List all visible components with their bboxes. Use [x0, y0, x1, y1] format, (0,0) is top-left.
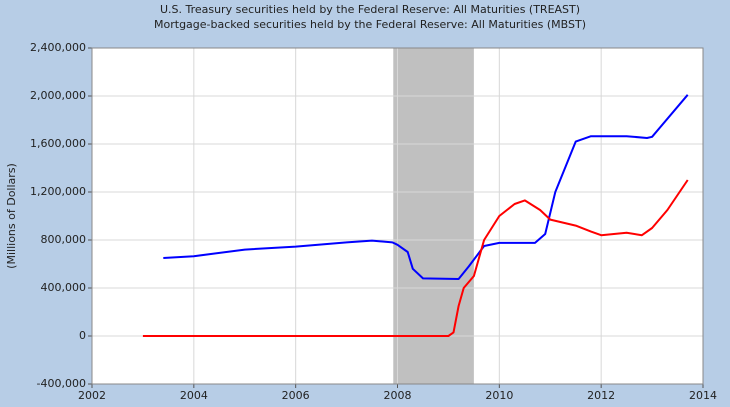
y-axis-label: (Millions of Dollars) — [5, 163, 18, 269]
y-tick-label: 1,600,000 — [30, 137, 86, 150]
y-tick-label: -400,000 — [37, 377, 86, 390]
y-tick-label: 0 — [79, 329, 86, 342]
x-tick-label: 2010 — [485, 389, 513, 402]
x-tick-label: 2008 — [384, 389, 412, 402]
x-tick-label: 2004 — [180, 389, 208, 402]
chart-title: U.S. Treasury securities held by the Fed… — [160, 3, 580, 16]
x-tick-label: 2014 — [689, 389, 717, 402]
series-line — [142, 179, 689, 337]
y-tick-label: 800,000 — [41, 233, 87, 246]
y-tick-label: 2,000,000 — [30, 89, 86, 102]
x-tick-label: 2012 — [587, 389, 615, 402]
chart-subtitle: Mortgage-backed securities held by the F… — [154, 18, 586, 31]
series-line — [163, 94, 689, 280]
y-tick-label: 2,400,000 — [30, 41, 86, 54]
x-tick-label: 2002 — [78, 389, 106, 402]
y-tick-label: 1,200,000 — [30, 185, 86, 198]
recession-shading — [393, 48, 474, 384]
plot-border — [91, 47, 704, 385]
y-tick-label: 400,000 — [41, 281, 87, 294]
x-tick-label: 2006 — [282, 389, 310, 402]
